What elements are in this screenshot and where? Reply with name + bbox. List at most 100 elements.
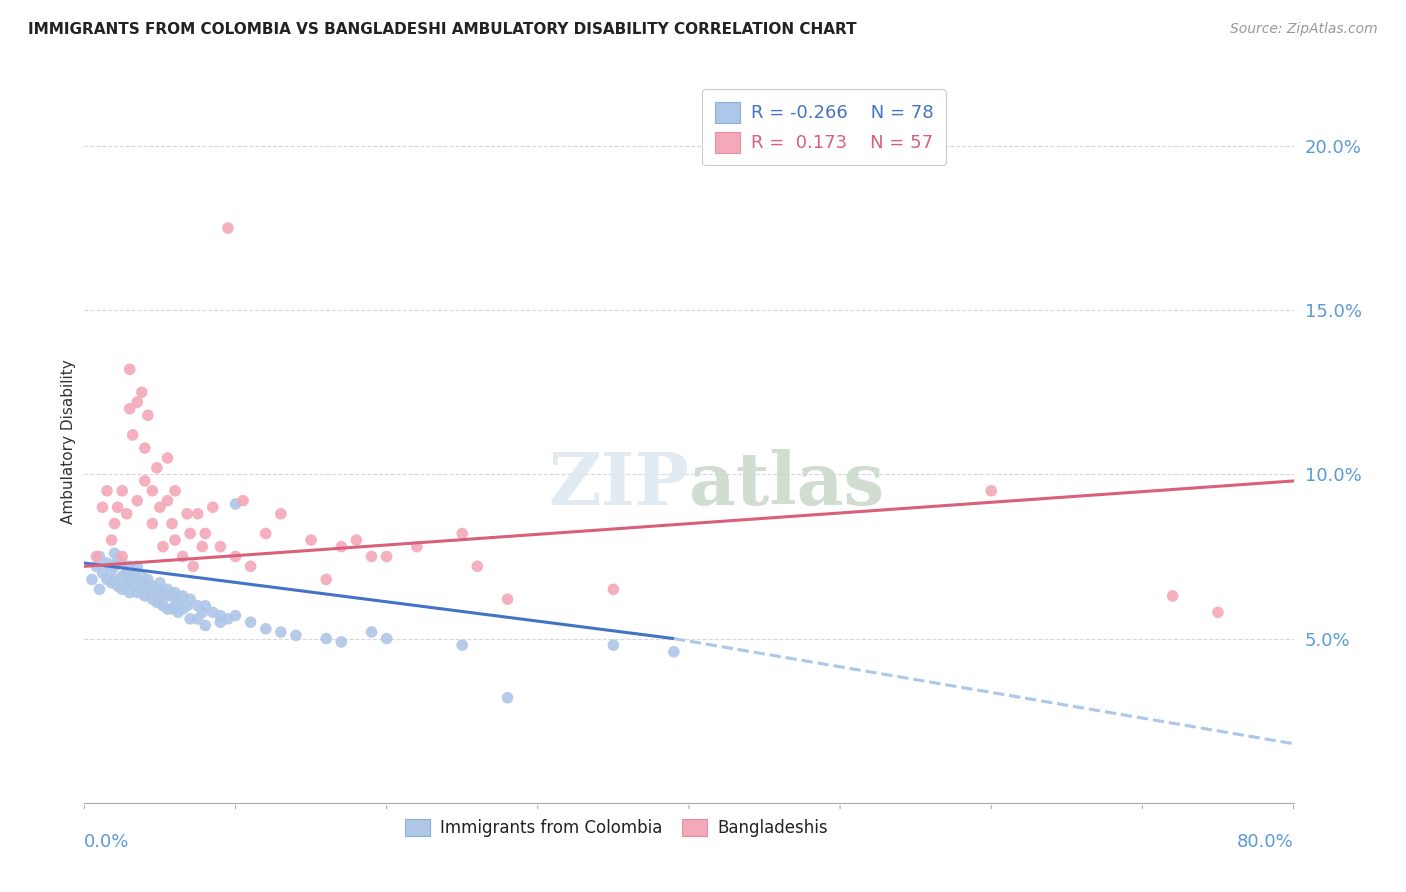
Point [96,556,118,570]
Point [176,599,198,613]
Point [115,507,138,521]
Point [239,559,262,574]
Point [179,612,201,626]
Point [156,493,179,508]
Point [270,625,292,640]
Point [86,559,108,574]
Point [191,540,214,554]
Point [111,549,134,564]
Point [225,497,247,511]
Point [89,549,111,564]
Point [141,516,163,531]
Point [375,632,398,646]
Point [136,573,159,587]
Point [118,559,141,574]
Point [194,599,217,613]
Point [201,500,224,515]
Point [131,385,153,400]
Point [1206,605,1229,619]
Point [496,592,519,607]
Point [172,589,194,603]
Point [980,483,1002,498]
Point [187,507,209,521]
Point [96,573,118,587]
Point [165,599,187,613]
Point [156,589,179,603]
Point [127,493,149,508]
Point [179,592,201,607]
Point [111,483,134,498]
Point [118,585,141,599]
Point [270,507,292,521]
Point [315,632,337,646]
Point [118,573,141,587]
Point [165,533,187,547]
Point [662,645,685,659]
Point [209,615,232,630]
Point [111,569,134,583]
Point [191,605,214,619]
Point [146,460,169,475]
Point [104,546,127,560]
Y-axis label: Ambulatory Disability: Ambulatory Disability [60,359,76,524]
Point [131,582,153,597]
Point [167,605,190,619]
Point [299,533,322,547]
Point [146,582,169,597]
Point [152,540,174,554]
Point [136,585,159,599]
Point [360,625,382,640]
Point [285,628,308,642]
Point [80,573,103,587]
Point [330,540,353,554]
Point [160,589,183,603]
Point [254,526,277,541]
Point [181,559,204,574]
Point [330,635,353,649]
Legend: Immigrants from Colombia, Bangladeshis: Immigrants from Colombia, Bangladeshis [396,810,837,845]
Point [1161,589,1184,603]
Point [149,589,172,603]
Point [107,579,129,593]
Point [232,493,254,508]
Point [134,474,156,488]
Point [187,599,209,613]
Text: 0.0%: 0.0% [84,833,129,851]
Point [91,500,114,515]
Point [179,526,201,541]
Point [111,556,134,570]
Point [406,540,429,554]
Point [239,615,262,630]
Point [156,582,179,597]
Point [146,595,169,609]
Point [104,559,127,574]
Point [96,483,118,498]
Point [115,566,138,580]
Point [141,592,163,607]
Point [91,566,114,580]
Text: 80.0%: 80.0% [1237,833,1294,851]
Point [451,638,474,652]
Point [156,450,179,465]
Point [107,500,129,515]
Point [134,441,156,455]
Point [141,483,163,498]
Point [209,540,232,554]
Point [104,573,127,587]
Point [602,638,624,652]
Point [118,362,141,376]
Point [187,612,209,626]
Point [346,533,368,547]
Point [176,507,198,521]
Point [131,569,153,583]
Text: Source: ZipAtlas.com: Source: ZipAtlas.com [1230,22,1378,37]
Point [111,582,134,597]
Point [201,605,224,619]
Point [121,566,143,580]
Point [100,533,122,547]
Text: ZIP: ZIP [548,450,689,520]
Point [172,602,194,616]
Point [89,582,111,597]
Point [127,559,149,574]
Point [160,602,183,616]
